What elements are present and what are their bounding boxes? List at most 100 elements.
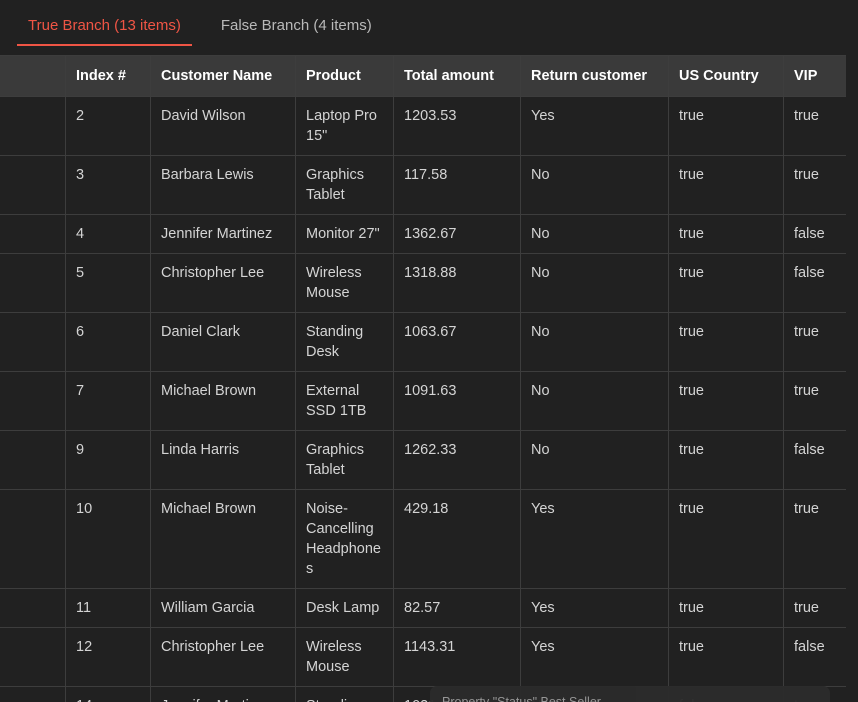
column-header-total-amount[interactable]: Total amount xyxy=(393,55,521,97)
cell-product: Wireless Mouse xyxy=(295,627,394,687)
table-row[interactable]: 3 Barbara Lewis Graphics Tablet 117.58 No tru… xyxy=(0,155,846,215)
column-header-return-customer[interactable]: Return customer xyxy=(520,55,669,97)
cell-index: 6 xyxy=(65,312,151,372)
cell-product: Standing Desk xyxy=(295,312,394,372)
cell-total-amount: 1262.33 xyxy=(393,430,521,490)
cell-index: 11 xyxy=(65,588,151,628)
cell-index: 2 xyxy=(65,96,151,156)
cell-vip: true xyxy=(783,588,846,628)
table-row[interactable]: 6 Daniel Clark Standing Desk 1063.67 No true t… xyxy=(0,312,846,372)
cell-order-number xyxy=(0,96,66,156)
cell-order-number xyxy=(0,588,66,628)
results-table-scroll-area[interactable]: mber Index # Customer Name Product Total… xyxy=(0,55,846,702)
cell-order-number xyxy=(0,489,66,589)
cell-customer-name: William Garcia xyxy=(150,588,296,628)
cell-product: Noise-Cancelling Headphones xyxy=(295,489,394,589)
cell-us-country: true xyxy=(668,371,784,431)
cell-order-number xyxy=(0,627,66,687)
cell-product: External SSD 1TB xyxy=(295,371,394,431)
column-header-vip[interactable]: VIP xyxy=(783,55,846,97)
cell-vip: true xyxy=(783,489,846,589)
cell-total-amount: 1318.88 xyxy=(393,253,521,313)
table-row[interactable]: 2 David Wilson Laptop Pro 15" 1203.53 Yes tru… xyxy=(0,96,846,156)
cell-customer-name: Linda Harris xyxy=(150,430,296,490)
tab-false-branch-label: False Branch (4 items) xyxy=(220,17,372,34)
cell-order-number xyxy=(0,155,66,215)
cell-customer-name: Michael Brown xyxy=(150,371,296,431)
cell-product: Monitor 27" xyxy=(295,214,394,254)
tab-true-branch-label: True Branch (13 items) xyxy=(28,17,181,34)
cell-vip: false xyxy=(783,430,846,490)
cell-product: Laptop Pro 15" xyxy=(295,96,394,156)
cell-customer-name: David Wilson xyxy=(150,96,296,156)
table-body: 2 David Wilson Laptop Pro 15" 1203.53 Yes tru… xyxy=(0,96,846,702)
cell-vip: true xyxy=(783,312,846,372)
cell-vip: true xyxy=(783,96,846,156)
cell-customer-name: Christopher Lee xyxy=(150,253,296,313)
status-toast: Property "Status" Best Seller xyxy=(430,686,830,702)
cell-customer-name: Daniel Clark xyxy=(150,312,296,372)
table-header: mber Index # Customer Name Product Total… xyxy=(0,55,846,97)
table-row[interactable]: 10 Michael Brown Noise-Cancelling Headphon… xyxy=(0,489,846,589)
cell-product: Standing Desk xyxy=(295,686,394,702)
cell-vip: false xyxy=(783,627,846,687)
table-row[interactable]: 9 Linda Harris Graphics Tablet 1262.33 No tru… xyxy=(0,430,846,490)
table-row[interactable]: 5 Christopher Lee Wireless Mouse 1318.88 No t… xyxy=(0,253,846,313)
branch-tab-bar: True Branch (13 items) False Branch (4 i… xyxy=(0,0,858,55)
cell-vip: true xyxy=(783,371,846,431)
table-row[interactable]: 11 William Garcia Desk Lamp 82.57 Yes true tru… xyxy=(0,588,846,628)
cell-order-number xyxy=(0,686,66,702)
table-row[interactable]: 12 Christopher Lee Wireless Mouse 1143.31 Ye… xyxy=(0,627,846,687)
table-header-row: mber Index # Customer Name Product Total… xyxy=(0,55,846,97)
cell-return-customer: No xyxy=(520,253,669,313)
cell-total-amount: 1362.67 xyxy=(393,214,521,254)
table-row[interactable]: 4 Jennifer Martinez Monitor 27" 1362.67 No tr… xyxy=(0,214,846,254)
cell-index: 4 xyxy=(65,214,151,254)
cell-customer-name: Jennifer Martinez xyxy=(150,686,296,702)
cell-return-customer: No xyxy=(520,312,669,372)
cell-return-customer: Yes xyxy=(520,489,669,589)
tab-false-branch[interactable]: False Branch (4 items) xyxy=(205,12,388,46)
column-header-customer-name[interactable]: Customer Name xyxy=(150,55,296,97)
cell-us-country: true xyxy=(668,155,784,215)
cell-total-amount: 1143.31 xyxy=(393,627,521,687)
cell-product: Desk Lamp xyxy=(295,588,394,628)
cell-total-amount: 82.57 xyxy=(393,588,521,628)
cell-us-country: true xyxy=(668,253,784,313)
cell-order-number xyxy=(0,371,66,431)
cell-return-customer: Yes xyxy=(520,588,669,628)
cell-total-amount: 1203.53 xyxy=(393,96,521,156)
cell-total-amount: 429.18 xyxy=(393,489,521,589)
column-header-index[interactable]: Index # xyxy=(65,55,151,97)
cell-customer-name: Christopher Lee xyxy=(150,627,296,687)
cell-vip: false xyxy=(783,253,846,313)
column-header-product[interactable]: Product xyxy=(295,55,394,97)
tab-true-branch[interactable]: True Branch (13 items) xyxy=(12,12,197,46)
cell-us-country: true xyxy=(668,214,784,254)
cell-return-customer: No xyxy=(520,430,669,490)
cell-total-amount: 1063.67 xyxy=(393,312,521,372)
cell-order-number xyxy=(0,430,66,490)
cell-us-country: true xyxy=(668,588,784,628)
cell-us-country: true xyxy=(668,430,784,490)
cell-product: Graphics Tablet xyxy=(295,430,394,490)
cell-return-customer: No xyxy=(520,155,669,215)
cell-us-country: true xyxy=(668,627,784,687)
cell-us-country: true xyxy=(668,312,784,372)
cell-return-customer: Yes xyxy=(520,96,669,156)
cell-return-customer: Yes xyxy=(520,627,669,687)
cell-index: 10 xyxy=(65,489,151,589)
cell-index: 9 xyxy=(65,430,151,490)
cell-customer-name: Barbara Lewis xyxy=(150,155,296,215)
column-header-order-number[interactable]: mber xyxy=(0,55,66,97)
status-toast-text: Property "Status" Best Seller xyxy=(442,695,601,702)
cell-index: 14 xyxy=(65,686,151,702)
column-header-us-country[interactable]: US Country xyxy=(668,55,784,97)
cell-index: 12 xyxy=(65,627,151,687)
cell-return-customer: No xyxy=(520,214,669,254)
table-row[interactable]: 7 Michael Brown External SSD 1TB 1091.63 No t… xyxy=(0,371,846,431)
cell-product: Graphics Tablet xyxy=(295,155,394,215)
cell-index: 3 xyxy=(65,155,151,215)
cell-vip: false xyxy=(783,214,846,254)
